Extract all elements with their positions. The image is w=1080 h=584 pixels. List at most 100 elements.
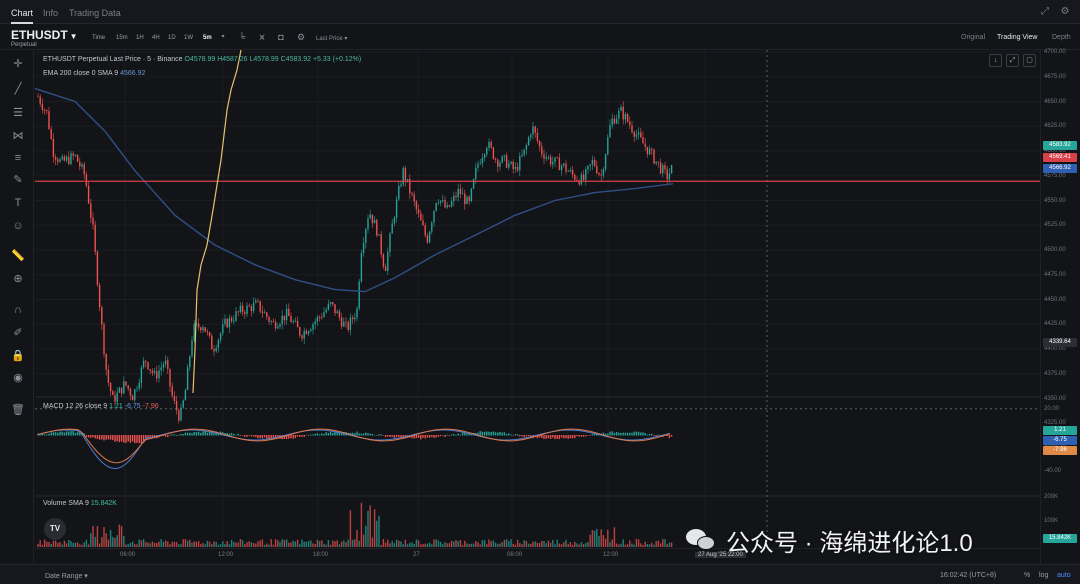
pencil-lock-icon[interactable]: ✐	[13, 327, 23, 339]
timeframe-time[interactable]: Time	[92, 35, 106, 41]
price-tick: 4625.00	[1044, 123, 1066, 130]
candle-body	[310, 329, 312, 332]
price-source-select[interactable]: Last Price ▾	[316, 36, 348, 42]
tab-info[interactable]: Info	[43, 8, 59, 18]
text-icon[interactable]: T	[14, 197, 22, 209]
tab-trading-data[interactable]: Trading Data	[69, 8, 121, 18]
macd-histogram-bar	[244, 435, 246, 437]
fullscreen-icon[interactable]: ▢	[1023, 54, 1036, 67]
price-tick: 4675.00	[1044, 73, 1066, 80]
candle-body	[52, 138, 55, 157]
candle-body	[107, 369, 110, 383]
camera-icon[interactable]: ◘	[278, 32, 284, 42]
volume-bar	[59, 542, 61, 547]
timeframe-1w[interactable]: 1W	[184, 35, 193, 41]
macd-histogram-bar	[633, 431, 635, 436]
volume-bar	[336, 540, 338, 547]
macd-histogram-bar	[354, 433, 356, 436]
macd-histogram-bar	[310, 434, 312, 436]
zoom-icon[interactable]: ⊕	[13, 273, 23, 285]
macd-histogram-bar	[653, 435, 655, 436]
expand-icon[interactable]: ⤢	[1041, 6, 1049, 17]
macd-histogram-bar	[332, 432, 334, 436]
volume-bar	[389, 543, 391, 547]
volume-bar	[186, 540, 189, 547]
chart-settings-icon[interactable]: ⚙	[296, 32, 306, 42]
view-original[interactable]: Original	[961, 34, 986, 41]
crosshair-icon[interactable]: ✛	[13, 58, 23, 70]
candle-body	[525, 145, 528, 150]
candle-body	[360, 252, 363, 282]
macd-histogram-bar	[94, 435, 96, 439]
symbol-selector[interactable]: ETHUSDT ▼	[11, 28, 78, 42]
trash-icon[interactable]: 🗑	[11, 404, 25, 416]
date-range-button[interactable]: Date Range ▾	[45, 573, 88, 580]
arrow-down-icon[interactable]: ↓	[989, 54, 1002, 67]
view-trading-view[interactable]: Trading View	[997, 34, 1038, 41]
volume-bar	[356, 530, 358, 547]
horizontal-line-badge: 4569.41	[1043, 153, 1077, 162]
volume-bar	[219, 544, 222, 547]
tab-chart[interactable]: Chart	[11, 8, 34, 24]
pattern-icon[interactable]: ⋈	[12, 130, 24, 142]
timeframe-5m[interactable]: 5m	[203, 35, 212, 41]
macd-histogram-bar	[107, 435, 110, 440]
candle-body	[266, 312, 268, 318]
timeframe-4h[interactable]: 4H	[152, 35, 160, 41]
macd-histogram-bar	[72, 431, 74, 436]
fib-icon[interactable]: ≡	[14, 152, 22, 164]
timeframe-1h[interactable]: 1H	[136, 35, 144, 41]
macd-histogram-bar	[351, 432, 354, 436]
main-legend-title: ETHUSDT Perpetual Last Price · 5 · Binan…	[43, 56, 183, 63]
volume-legend: Volume SMA 9 15.842K	[43, 500, 117, 507]
macd-histogram-bar	[490, 432, 492, 436]
time-axis[interactable]: 06:00 12:00 18:00 27 06:00 12:00 27 Aug '25 22…	[35, 548, 1040, 562]
macd-histogram-bar	[387, 435, 389, 437]
chart-type-icon[interactable]: ╘	[238, 32, 246, 42]
auto-scale-toggle[interactable]: auto	[1057, 572, 1071, 579]
volume-bar	[98, 543, 101, 547]
volume-bar	[420, 544, 422, 547]
candle-body	[523, 149, 525, 155]
view-depth[interactable]: Depth	[1052, 34, 1071, 41]
lock-icon[interactable]: 🔒	[11, 350, 25, 362]
settings-icon[interactable]: ⚙	[1060, 6, 1070, 17]
timeframe-15m[interactable]: 15m	[116, 35, 128, 41]
macd-histogram-bar	[629, 432, 631, 436]
price-chart-canvas[interactable]	[35, 50, 1040, 548]
candle-body	[459, 188, 462, 194]
volume-bar	[305, 541, 308, 547]
maximize-icon[interactable]: ⤢	[1006, 54, 1019, 67]
volume-bar	[52, 540, 55, 547]
candle-body	[494, 158, 497, 160]
trend-line-icon[interactable]: ╱	[14, 83, 22, 95]
candle-body	[294, 320, 297, 322]
candle-body	[211, 335, 213, 350]
macd-histogram-bar	[378, 434, 380, 436]
chart-area[interactable]: ETHUSDT Perpetual Last Price · 5 · Binan…	[35, 50, 1040, 564]
price-tick: 4425.00	[1044, 321, 1066, 328]
drawing-toolbar: ✛ ╱ ☰ ⋈ ≡ ✎ T ☺ 📏 ⊕ ∩ ✐ 🔒 ◉ 🗑	[0, 50, 34, 564]
volume-bar	[74, 542, 77, 547]
magnet-icon[interactable]: ∩	[14, 304, 22, 316]
macd-histogram-bar	[516, 434, 519, 436]
brush-icon[interactable]: ✎	[13, 174, 23, 186]
candle-body	[160, 367, 162, 371]
candle-body	[228, 317, 231, 328]
price-tick: 4500.00	[1044, 247, 1066, 253]
percent-scale-toggle[interactable]: %	[1024, 572, 1031, 579]
ruler-icon[interactable]: 📏	[11, 250, 25, 262]
eye-icon[interactable]: ◉	[13, 372, 23, 384]
emoji-icon[interactable]: ☺	[12, 220, 24, 232]
macd-histogram-bar	[202, 431, 204, 436]
symbol-subtitle: Perpetual	[11, 42, 37, 48]
indicators-icon[interactable]: ⩙	[259, 32, 265, 42]
macd-histogram-bar	[211, 431, 213, 436]
timeframe-dropdown-icon[interactable]: ▾	[221, 34, 225, 40]
volume-bar	[600, 529, 602, 547]
horizontal-lines-icon[interactable]: ☰	[13, 107, 23, 119]
timeframe-1d[interactable]: 1D	[168, 35, 176, 41]
candle-body	[545, 157, 547, 159]
price-axis[interactable]: 4700.00 4675.00 4650.00 4625.00 4600.00 4575.…	[1040, 49, 1080, 564]
log-scale-toggle[interactable]: log	[1039, 572, 1049, 579]
